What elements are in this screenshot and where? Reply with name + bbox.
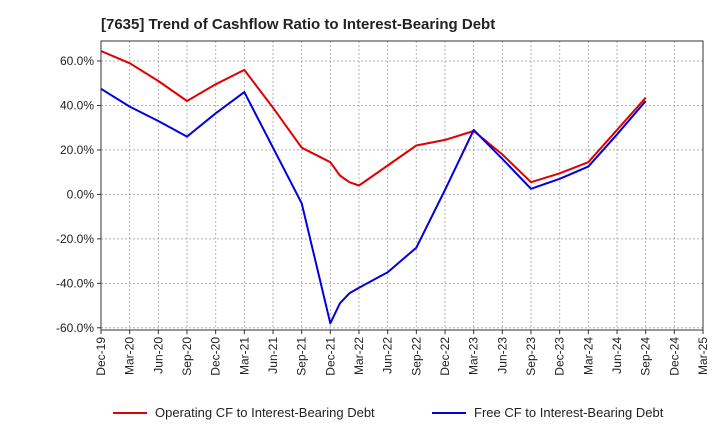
legend-label-operating-cf: Operating CF to Interest-Bearing Debt bbox=[155, 405, 375, 420]
x-tick-label: Dec-21 bbox=[323, 337, 337, 376]
y-tick-label: 60.0% bbox=[60, 54, 94, 68]
x-tick-label: Mar-21 bbox=[237, 337, 251, 375]
x-tick-label: Sep-24 bbox=[639, 337, 653, 376]
x-tick-label: Jun-21 bbox=[266, 337, 280, 374]
y-tick-label: -20.0% bbox=[56, 232, 94, 246]
x-tick-label: Mar-23 bbox=[467, 337, 481, 375]
x-tick-label: Dec-23 bbox=[553, 337, 567, 376]
plot-frame bbox=[100, 40, 704, 331]
chart-axes bbox=[100, 40, 704, 331]
x-axis-ticks: Dec-19 Mar-20 Jun-20 Sep-20 Dec-20 Mar-21 Jun-… bbox=[94, 330, 710, 376]
line-chart: 60.0% 40.0% 20.0% 0.0% -20.0% -40.0% -60.0% De… bbox=[56, 40, 710, 376]
y-tick-label: -40.0% bbox=[56, 276, 94, 290]
x-tick-label: Sep-22 bbox=[409, 337, 423, 376]
legend-swatch-operating-cf bbox=[113, 411, 147, 414]
legend-item-free-cf: Free CF to Interest-Bearing Debt bbox=[432, 405, 663, 420]
y-tick-label: 0.0% bbox=[67, 187, 95, 201]
y-tick-label: 40.0% bbox=[60, 98, 94, 112]
grid-lines bbox=[100, 41, 704, 330]
chart-title: [7635] Trend of Cashflow Ratio to Intere… bbox=[101, 16, 496, 33]
legend-swatch-free-cf bbox=[432, 411, 466, 414]
x-tick-label: Sep-20 bbox=[180, 337, 194, 376]
y-axis-ticks: 60.0% 40.0% 20.0% 0.0% -20.0% -40.0% -60.0% bbox=[56, 54, 101, 335]
x-tick-label: Mar-20 bbox=[123, 337, 137, 375]
series-line-operating-cf bbox=[100, 50, 647, 187]
series-lines bbox=[100, 50, 647, 325]
x-tick-label: Jun-24 bbox=[610, 337, 624, 374]
x-tick-label: Sep-23 bbox=[524, 337, 538, 376]
x-tick-label: Dec-20 bbox=[209, 337, 223, 376]
series-line-free-cf bbox=[100, 87, 647, 325]
legend-label-free-cf: Free CF to Interest-Bearing Debt bbox=[474, 405, 664, 420]
x-tick-label: Dec-22 bbox=[438, 337, 452, 376]
y-tick-label: -60.0% bbox=[56, 321, 94, 335]
y-tick-label: 20.0% bbox=[60, 143, 94, 157]
x-tick-label: Jun-20 bbox=[151, 337, 165, 374]
x-tick-label: Dec-24 bbox=[667, 337, 681, 376]
x-tick-label: Jun-22 bbox=[381, 337, 395, 374]
x-tick-label: Mar-22 bbox=[352, 337, 366, 375]
x-tick-label: Dec-19 bbox=[94, 337, 108, 376]
legend-item-operating-cf: Operating CF to Interest-Bearing Debt bbox=[113, 405, 375, 420]
x-tick-label: Mar-25 bbox=[696, 337, 710, 375]
x-tick-label: Jun-23 bbox=[495, 337, 509, 374]
x-tick-label: Mar-24 bbox=[581, 337, 595, 375]
chart-legend: Operating CF to Interest-Bearing Debt Fr… bbox=[0, 405, 720, 425]
x-tick-label: Sep-21 bbox=[295, 337, 309, 376]
